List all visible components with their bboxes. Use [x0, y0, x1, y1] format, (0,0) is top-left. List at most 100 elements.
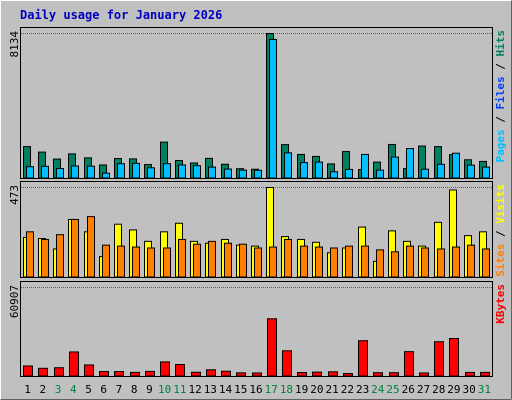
bar-kbytes-10 [160, 361, 170, 377]
x-tick-label: 20 [310, 383, 323, 396]
panel-hits: 8134 Pages / Files / Hits [8, 27, 507, 179]
x-tick-label: 14 [219, 383, 233, 396]
panel-visits-ymax-label: 473 [8, 185, 21, 205]
x-tick-label: 5 [85, 383, 92, 396]
x-tick-label: 13 [204, 383, 217, 396]
bar-pages-29 [452, 152, 460, 179]
bar-pages-19 [300, 162, 308, 179]
bar-pages-8 [132, 162, 140, 179]
bar-pages-24 [376, 169, 384, 179]
x-tick-label: 27 [417, 383, 430, 396]
bar-pages-1 [26, 166, 34, 179]
bar-sites-16 [254, 247, 262, 278]
bar-sites-19 [300, 245, 308, 278]
bar-sites-9 [147, 247, 155, 278]
bar-sites-2 [41, 238, 49, 278]
bar-pages-26 [406, 148, 414, 179]
bar-sites-22 [345, 245, 353, 278]
x-axis-labels: 1 2 3 4 5 6 7 8 9 10 11 12 13 14 15 16 17 18 19 20 21 22 23 24 2… [24, 383, 491, 396]
bar-sites-11 [178, 238, 186, 278]
series-kbytes [23, 318, 490, 377]
bar-kbytes-11 [175, 364, 185, 377]
x-tick-label: 15 [234, 383, 247, 396]
bar-pages-7 [117, 163, 125, 179]
x-tick-label: 18 [280, 383, 293, 396]
panel-kbytes: 60907 KBytes [8, 281, 507, 377]
bar-kbytes-27 [419, 372, 429, 377]
bar-pages-21 [330, 171, 338, 179]
bar-sites-12 [193, 243, 201, 278]
bar-kbytes-20 [312, 371, 322, 377]
bar-kbytes-8 [130, 371, 140, 377]
x-tick-label: 2 [40, 383, 47, 396]
bar-kbytes-2 [38, 367, 48, 377]
bar-kbytes-26 [404, 351, 414, 377]
series-sites [26, 216, 490, 278]
bar-kbytes-5 [84, 364, 94, 377]
bar-pages-9 [147, 167, 155, 179]
x-tick-label: 22 [341, 383, 354, 396]
bar-kbytes-29 [449, 338, 459, 377]
bar-kbytes-22 [343, 373, 353, 377]
bar-pages-14 [224, 168, 232, 179]
x-tick-label: 10 [158, 383, 171, 396]
bar-sites-20 [315, 246, 323, 278]
bar-pages-25 [391, 156, 399, 179]
bar-kbytes-28 [434, 341, 444, 377]
bar-sites-23 [361, 245, 369, 278]
bar-kbytes-15 [236, 372, 246, 377]
bar-kbytes-6 [99, 371, 109, 377]
bar-pages-28 [437, 163, 445, 179]
bar-pages-3 [56, 168, 64, 179]
chart-panels: 8134 Pages / Files / Hits 473 Sites / Visit… [8, 27, 507, 377]
bar-sites-17 [269, 246, 277, 278]
bar-pages-5 [87, 165, 95, 179]
bar-sites-31 [482, 248, 490, 278]
x-tick-label: 7 [116, 383, 123, 396]
bar-sites-26 [406, 245, 414, 278]
panel-visits: 473 Sites / Visits [8, 181, 507, 278]
x-tick-label: 3 [55, 383, 62, 396]
bar-pages-4 [71, 165, 79, 179]
x-tick-label: 21 [326, 383, 339, 396]
x-tick-label: 29 [447, 383, 460, 396]
x-tick-label: 17 [265, 383, 278, 396]
bar-sites-29 [452, 246, 460, 278]
bar-kbytes-21 [328, 371, 338, 377]
bar-kbytes-23 [358, 340, 368, 377]
bar-sites-5 [87, 216, 95, 278]
bar-kbytes-7 [114, 371, 124, 377]
panel-hits-ymax-label: 8134 [8, 31, 21, 58]
chart-title: Daily usage for January 2026 [20, 8, 222, 22]
bar-kbytes-17 [267, 318, 277, 377]
bar-sites-28 [437, 248, 445, 278]
bar-sites-8 [132, 246, 140, 278]
bar-pages-20 [315, 161, 323, 179]
bar-sites-21 [330, 247, 338, 278]
x-tick-label: 24 [371, 383, 385, 396]
bar-sites-30 [467, 244, 475, 278]
bar-kbytes-14 [221, 370, 231, 377]
bar-pages-27 [421, 168, 429, 179]
bar-pages-31 [482, 166, 490, 179]
bar-sites-27 [421, 247, 429, 278]
bar-sites-4 [71, 218, 79, 278]
x-tick-label: 31 [478, 383, 491, 396]
x-tick-label: 12 [188, 383, 201, 396]
bar-sites-25 [391, 251, 399, 278]
bar-kbytes-25 [389, 372, 399, 377]
bar-kbytes-24 [373, 372, 383, 377]
bar-sites-24 [376, 249, 384, 278]
bar-sites-14 [224, 242, 232, 278]
panel-kbytes-ymax-label: 60907 [8, 285, 21, 318]
legend-item: / [494, 110, 507, 130]
bar-sites-15 [239, 243, 247, 278]
bar-kbytes-9 [145, 370, 155, 377]
bar-pages-18 [284, 152, 292, 179]
bar-kbytes-31 [480, 371, 490, 377]
bar-pages-11 [178, 164, 186, 179]
x-tick-label: 19 [295, 383, 308, 396]
bar-sites-13 [208, 240, 216, 278]
bar-sites-1 [26, 231, 34, 278]
legend-item: Visits [494, 184, 507, 224]
